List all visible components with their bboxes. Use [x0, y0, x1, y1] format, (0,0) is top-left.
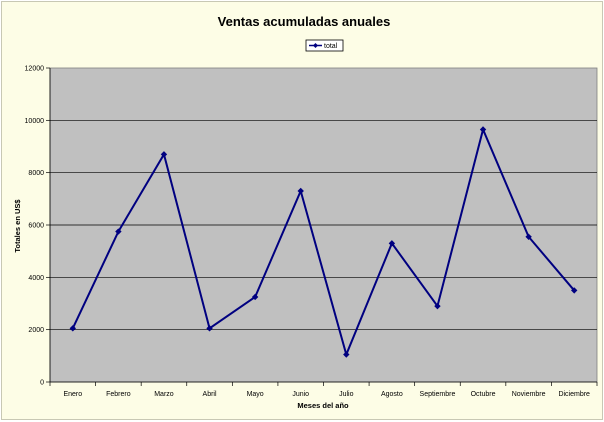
x-tick-label: Septiembre [420, 391, 456, 398]
x-tick-label: Junio [292, 391, 309, 398]
y-tick-label: 0 [40, 380, 44, 387]
y-axis-title: Totales en US$ [13, 199, 22, 253]
data-point-marker [343, 351, 350, 358]
data-point-marker [525, 233, 532, 240]
x-tick-label: Marzo [154, 391, 174, 398]
x-tick-label: Mayo [247, 391, 264, 398]
data-point-marker [434, 302, 441, 310]
data-point-marker [69, 325, 76, 332]
y-tick-label: 12000 [25, 66, 45, 73]
data-point-marker [160, 151, 168, 158]
y-tick-label: 4000 [28, 275, 44, 282]
y-axis: 0 2000 4000 6000 8000 10000 12000 [25, 66, 51, 387]
data-point-marker [388, 240, 396, 247]
legend-box [305, 39, 344, 52]
x-tick-label: Julio [339, 391, 354, 398]
y-tick-label: 10000 [25, 118, 45, 125]
data-point-marker [251, 293, 259, 301]
x-tick-label: Noviembre [512, 391, 546, 398]
y-tick-label: 8000 [28, 170, 44, 177]
x-tick-label: Octubre [471, 391, 496, 398]
x-tick-label: Abril [203, 391, 217, 398]
x-tick-label: Diciembre [558, 391, 590, 398]
chart-title: Ventas acumuladas anuales [218, 14, 391, 29]
y-tick-label: 6000 [28, 223, 44, 230]
data-point-marker [479, 126, 487, 133]
data-point-marker [571, 287, 578, 294]
gridlines [50, 119, 597, 331]
data-point-marker [297, 187, 304, 195]
x-axis: Enero Febrero Marzo Abril Mayo Junio Julio Agos… [49, 381, 598, 398]
series-line-total [71, 126, 575, 358]
x-tick-label: Febrero [106, 391, 131, 398]
data-point-marker [115, 228, 122, 235]
legend-diamond-marker [313, 43, 318, 48]
x-tick-label: Agosto [381, 391, 403, 398]
legend-label-total: total [324, 43, 338, 50]
legend: total [305, 39, 344, 52]
x-axis-title: Meses del año [297, 401, 349, 410]
data-point-marker [206, 325, 213, 332]
y-tick-label: 2000 [28, 327, 44, 334]
series-total [69, 126, 578, 358]
x-tick-label: Enero [63, 391, 82, 398]
